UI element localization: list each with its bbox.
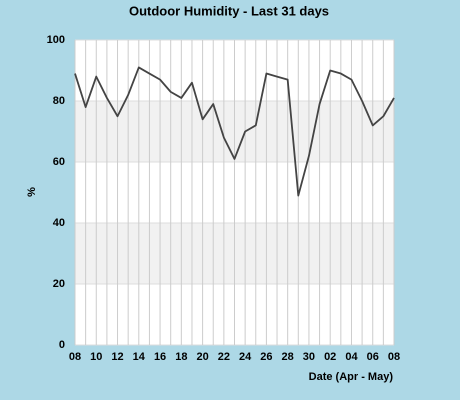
x-tick-label: 06 [367, 351, 379, 363]
x-tick-label: 02 [324, 351, 336, 363]
x-tick-label: 20 [196, 351, 208, 363]
x-tick-label: 24 [239, 351, 252, 363]
y-axis-label: % [26, 187, 38, 197]
x-tick-label: 04 [345, 351, 358, 363]
y-tick-label: 40 [53, 217, 65, 229]
y-tick-label: 80 [53, 95, 65, 107]
y-tick-label: 60 [53, 156, 65, 168]
y-tick-label: 20 [53, 278, 65, 290]
x-tick-label: 18 [175, 351, 187, 363]
x-axis-label: Date (Apr - May) [309, 371, 394, 383]
x-tick-label: 08 [388, 351, 400, 363]
line [74, 66, 395, 197]
x-tick-label: 08 [69, 351, 81, 363]
x-tick-label: 16 [154, 351, 166, 363]
y-tick-label: 100 [47, 34, 65, 46]
x-tick-label: 12 [111, 351, 123, 363]
x-tick-label: 28 [282, 351, 294, 363]
y-tick-label: 0 [59, 339, 65, 351]
x-tick-label: 30 [303, 351, 315, 363]
x-tick-label: 26 [260, 351, 272, 363]
x-tick-label: 10 [90, 351, 102, 363]
x-tick-label: 14 [133, 351, 146, 363]
chart-title: Outdoor Humidity - Last 31 days [129, 3, 329, 18]
x-tick-label: 22 [218, 351, 230, 363]
